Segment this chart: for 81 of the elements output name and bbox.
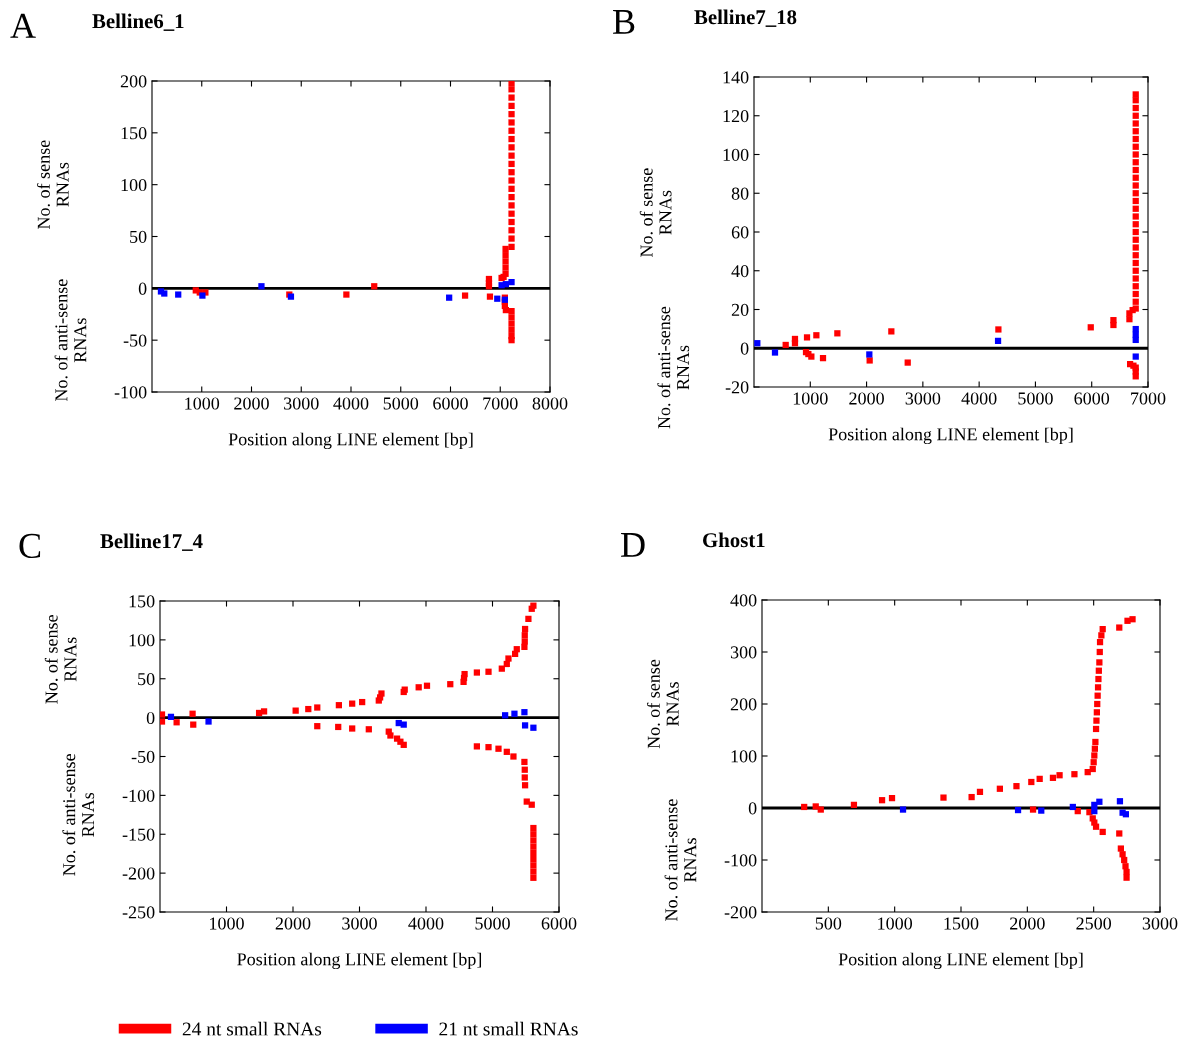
y-tick-label: 300 <box>730 646 757 659</box>
x-tick-label: 2000 <box>275 917 311 930</box>
legend-label: 24 nt small RNAs <box>182 1021 322 1036</box>
x-tick-label: 2000 <box>849 392 884 405</box>
y-tick-label: 120 <box>723 110 749 123</box>
x-tick-label: 4000 <box>961 392 997 405</box>
y-tick-label: 60 <box>731 226 749 239</box>
y-tick-label: 200 <box>730 698 757 711</box>
y-tick-label: 50 <box>130 230 147 243</box>
y-tick-label: 200 <box>120 75 147 88</box>
y-tick-label: 0 <box>748 802 757 815</box>
x-tick-label: 1000 <box>793 392 828 405</box>
y-tick-label: 140 <box>723 71 749 84</box>
y-tick-label: -100 <box>724 854 757 867</box>
y-tick-label: -200 <box>122 867 155 880</box>
y-tick-label: -250 <box>122 906 155 919</box>
x-tick-label: 1000 <box>185 397 220 410</box>
y-tick-label: 40 <box>731 265 749 278</box>
text: D <box>621 533 645 557</box>
chart-title: Belline6_1 <box>92 13 184 31</box>
x-tick-label: 3000 <box>1142 917 1178 930</box>
y-axis-title: No. of sense RNAs <box>639 168 672 257</box>
y-tick-label: 100 <box>731 750 757 763</box>
x-tick-label: 5000 <box>383 397 419 410</box>
y-tick-label: -50 <box>131 750 155 763</box>
y-tick-label: 0 <box>146 711 155 725</box>
x-tick-label: 6000 <box>541 917 577 930</box>
text: No. of anti-sense RNAs <box>664 799 697 921</box>
y-axis-title: No. of sense RNAs <box>36 140 69 230</box>
x-tick-label: 3000 <box>905 392 941 405</box>
y-tick-label: 100 <box>723 148 749 161</box>
y-tick-label: 50 <box>138 673 155 686</box>
x-tick-label: 2000 <box>1010 917 1045 930</box>
y-tick-label: -100 <box>122 789 155 802</box>
y-tick-label: -200 <box>724 906 757 919</box>
x-axis-title: Position along LINE element [bp] <box>838 952 1083 970</box>
x-tick-label: 8000 <box>532 397 568 410</box>
x-tick-label: 5000 <box>475 917 510 930</box>
x-tick-label: 5000 <box>1018 392 1053 405</box>
y-tick-label: 0 <box>138 282 147 295</box>
chart-title: Belline17_4 <box>100 533 203 551</box>
x-tick-label: 1500 <box>944 917 979 930</box>
y-tick-label: -100 <box>114 386 147 399</box>
x-tick-label: 500 <box>815 917 842 930</box>
x-tick-label: 1000 <box>210 917 244 930</box>
y-tick-label: 80 <box>731 187 749 200</box>
y-tick-label: -20 <box>725 381 749 394</box>
text: B <box>613 10 635 34</box>
x-tick-label: 6000 <box>1074 392 1110 405</box>
x-tick-label: 3000 <box>342 917 377 930</box>
chart-title: Ghost1 <box>703 532 765 548</box>
x-tick-label: 1000 <box>878 917 913 930</box>
text: C <box>19 533 41 559</box>
y-tick-label: -50 <box>123 334 147 347</box>
y-tick-label: 20 <box>731 303 749 316</box>
y-tick-label: 150 <box>129 595 155 608</box>
y-tick-label: -150 <box>122 828 155 841</box>
y-tick-label: 100 <box>129 634 155 647</box>
text: No. of anti-sense RNAs <box>54 279 87 402</box>
y-tick-label: 0 <box>740 342 749 355</box>
x-tick-label: 3000 <box>284 397 319 410</box>
text: No. of anti-sense RNAs <box>657 306 690 429</box>
x-tick-label: 6000 <box>433 397 468 410</box>
y-axis-title: No. of sense RNAs <box>646 659 679 749</box>
x-tick-label: 2000 <box>234 397 269 410</box>
x-axis-title: Position along LINE element [bp] <box>228 432 473 450</box>
x-tick-label: 7000 <box>483 397 518 410</box>
text: A <box>10 13 36 38</box>
chart-title: Belline7_18 <box>694 9 797 27</box>
y-tick-label: 150 <box>121 127 147 140</box>
y-tick-label: 100 <box>121 178 147 192</box>
x-tick-label: 2500 <box>1076 917 1112 930</box>
y-tick-label: 400 <box>730 594 757 607</box>
x-axis-title: Position along LINE element [bp] <box>237 952 482 970</box>
x-tick-label: 4000 <box>408 917 444 930</box>
legend-label: 21 nt small RNAs <box>439 1021 578 1036</box>
x-tick-label: 7000 <box>1131 392 1166 405</box>
x-axis-title: Position along LINE element [bp] <box>828 427 1073 445</box>
text: No. of anti-sense RNAs <box>62 754 95 876</box>
y-axis-title: No. of sense RNAs <box>44 615 77 704</box>
x-tick-label: 4000 <box>333 397 369 410</box>
